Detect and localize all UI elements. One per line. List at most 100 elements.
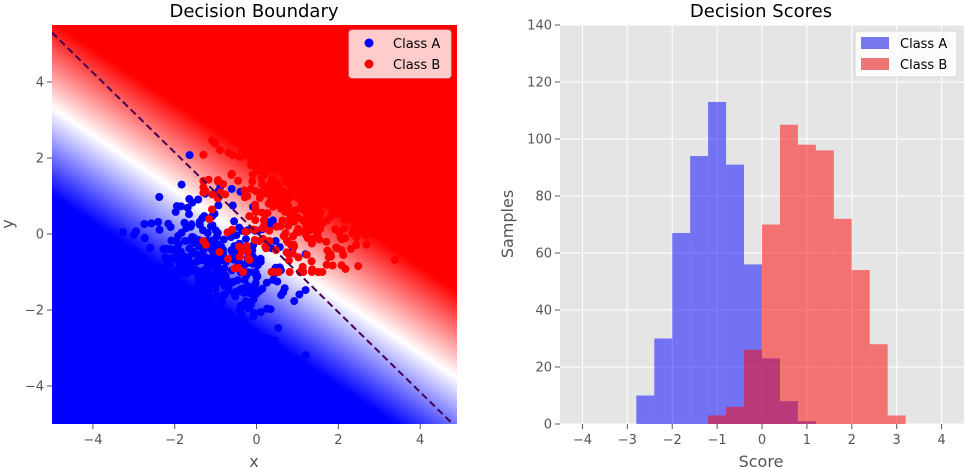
legend-swatch-class-b: [861, 58, 889, 70]
point-class-a: [140, 233, 149, 242]
point-class-a: [274, 324, 283, 332]
point-class-b: [258, 180, 266, 189]
point-class-b: [266, 198, 275, 207]
point-class-b: [376, 114, 385, 123]
point-class-a: [208, 329, 217, 338]
point-class-b: [285, 256, 293, 265]
point-class-b: [400, 146, 409, 155]
point-class-a: [189, 346, 198, 355]
point-class-a: [112, 283, 120, 292]
point-class-a: [208, 221, 217, 230]
point-class-a: [246, 300, 255, 309]
point-class-b: [261, 155, 270, 164]
x-tick-label: 2: [334, 433, 342, 448]
point-class-a: [161, 363, 170, 372]
point-class-b: [370, 227, 379, 235]
point-class-b: [303, 201, 312, 210]
hist-bar-class-a: [708, 101, 727, 424]
legend-swatch-class-a: [861, 37, 889, 49]
x-tick-label: 4: [416, 433, 424, 448]
point-class-b: [274, 268, 283, 276]
point-class-b: [352, 218, 361, 226]
hist-bar-class-b: [762, 224, 780, 424]
point-class-b: [298, 134, 307, 142]
point-class-a: [146, 314, 155, 323]
hist-bar-class-b: [779, 124, 798, 424]
point-class-b: [327, 110, 336, 119]
point-class-b: [208, 136, 217, 145]
point-class-a: [240, 275, 249, 284]
point-class-a: [220, 264, 229, 273]
y-tick-label: −2: [25, 304, 44, 319]
point-class-a: [242, 331, 251, 340]
point-class-b: [271, 159, 280, 168]
point-class-b: [340, 213, 349, 222]
x-tick-label: −4: [83, 433, 102, 448]
point-class-a: [121, 290, 130, 299]
point-class-b: [312, 202, 321, 211]
x-tick-label: 1: [803, 433, 811, 448]
point-class-b: [215, 146, 224, 155]
y-tick-label: 20: [535, 361, 552, 376]
point-class-a: [203, 229, 212, 238]
point-class-a: [301, 286, 310, 295]
point-class-b: [264, 108, 273, 117]
point-class-a: [205, 293, 214, 302]
point-class-a: [279, 288, 288, 297]
point-class-a: [164, 355, 173, 364]
point-class-a: [220, 290, 229, 299]
point-class-b: [337, 154, 346, 163]
point-class-b: [331, 225, 340, 234]
point-class-a: [183, 203, 192, 212]
point-class-b: [372, 216, 381, 225]
point-class-a: [204, 300, 213, 308]
point-class-a: [95, 309, 104, 318]
point-class-b: [260, 125, 269, 134]
point-class-a: [167, 254, 176, 263]
point-class-b: [384, 154, 393, 162]
x-tick-label: −3: [618, 433, 637, 448]
point-class-b: [349, 226, 358, 235]
point-class-b: [268, 174, 277, 183]
legend-marker-class-a: [364, 38, 374, 48]
point-class-b: [319, 103, 328, 112]
point-class-a: [235, 223, 244, 232]
point-class-a: [110, 372, 119, 381]
point-class-b: [287, 189, 296, 198]
point-class-b: [336, 233, 345, 242]
legend-label-class-a-right: Class A: [900, 37, 947, 52]
point-class-a: [144, 307, 153, 316]
point-class-b: [339, 224, 348, 233]
legend-label-class-b: Class B: [393, 58, 440, 73]
point-class-b: [359, 152, 368, 161]
point-class-a: [140, 220, 149, 228]
point-class-a: [232, 334, 241, 343]
point-class-a: [270, 336, 279, 345]
point-class-a: [203, 263, 212, 272]
point-class-b: [265, 144, 274, 153]
hist-bar-class-a: [654, 338, 673, 424]
hist-bar-class-b: [815, 150, 834, 424]
point-class-b: [258, 132, 267, 141]
y-tick-label: 120: [527, 76, 552, 91]
point-class-b: [301, 230, 310, 239]
point-class-b: [317, 220, 326, 229]
point-class-b: [391, 188, 400, 197]
point-class-b: [313, 230, 322, 239]
point-class-a: [146, 243, 155, 252]
point-class-b: [262, 189, 270, 198]
point-class-a: [174, 269, 183, 278]
point-class-a: [232, 352, 241, 361]
point-class-a: [186, 309, 195, 318]
point-class-b: [225, 119, 233, 127]
point-class-a: [187, 329, 196, 338]
decision-boundary-panel: −4 −2 0 2 4 −4 −2 0 2 4 Decision Boundary x y Cla…: [0, 1, 457, 467]
point-class-a: [250, 343, 259, 352]
point-class-b: [297, 141, 306, 150]
point-class-b: [199, 150, 208, 159]
point-class-b: [327, 203, 336, 212]
point-class-b: [324, 253, 333, 262]
point-class-b: [302, 163, 311, 171]
point-class-b: [318, 187, 327, 196]
point-class-a: [185, 318, 194, 327]
